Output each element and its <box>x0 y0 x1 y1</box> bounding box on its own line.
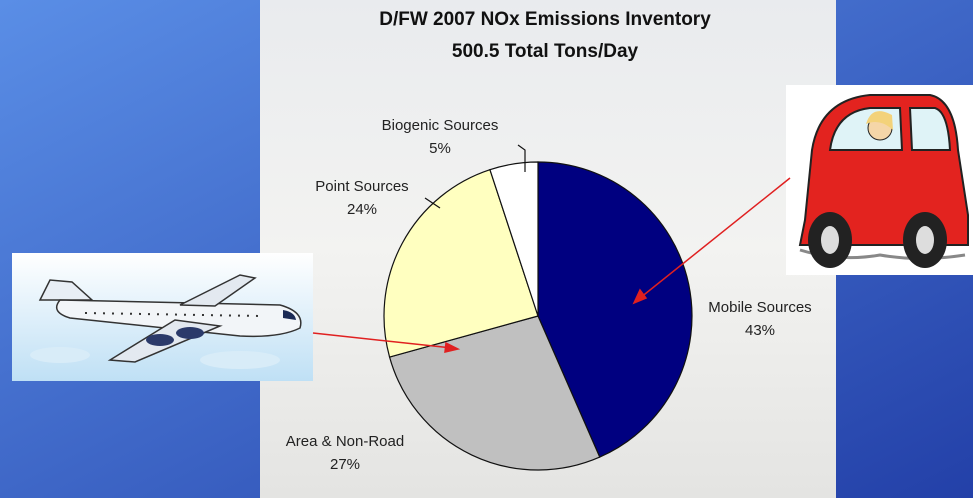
chart-title: D/FW 2007 NOx Emissions Inventory <box>379 9 711 30</box>
slice-label: Area & Non-Road <box>286 433 404 450</box>
page: D/FW 2007 NOx Emissions Inventory 500.5 … <box>0 0 973 498</box>
chart-subtitle: 500.5 Total Tons/Day <box>452 41 639 62</box>
slice-value-label: 43% <box>745 322 775 339</box>
slice-label: Point Sources <box>315 178 408 195</box>
car-picture <box>786 85 973 275</box>
slice-label: Biogenic Sources <box>382 117 499 134</box>
airplane-picture <box>12 253 313 381</box>
slice-value-label: 24% <box>347 201 377 218</box>
slice-value-label: 27% <box>330 456 360 473</box>
pie <box>384 162 692 470</box>
slide: D/FW 2007 NOx Emissions Inventory 500.5 … <box>0 0 973 498</box>
slice-value-label: 5% <box>429 140 451 157</box>
slice-label: Mobile Sources <box>708 299 811 316</box>
